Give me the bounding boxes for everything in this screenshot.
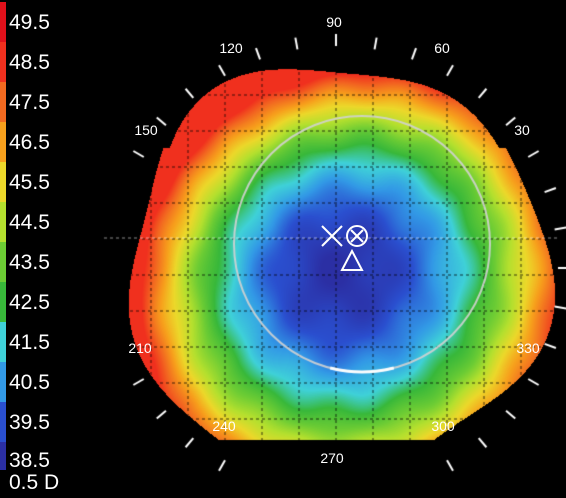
axis-label-150: 150 (134, 122, 158, 138)
scale-swatch (0, 42, 6, 82)
scale-label: 40.5 (6, 370, 69, 395)
scale-step-label: 0.5 D (6, 470, 60, 496)
scale-swatch (0, 282, 6, 322)
apex-triangle-icon (340, 248, 364, 271)
axis-label-210: 210 (128, 340, 152, 356)
scale-swatch (0, 242, 6, 282)
scale-label: 46.5 (6, 130, 69, 155)
axis-label-300: 300 (431, 418, 455, 434)
scale-label: 38.5 (6, 448, 69, 473)
scale-label: 49.5 (6, 10, 69, 35)
axis-label-120: 120 (219, 40, 243, 56)
x-marker-icon (321, 225, 343, 247)
scale-swatch (0, 402, 6, 442)
scale-swatch (0, 322, 6, 362)
axis-label-60: 60 (434, 40, 450, 56)
pupil-center-icon (346, 225, 368, 247)
axis-label-240: 240 (212, 418, 236, 434)
scale-swatch (0, 82, 6, 122)
scale-label: 42.5 (6, 290, 69, 315)
diopter-color-scale: 49.5 48.5 47.5 46.5 45.5 44.5 43.5 42.5 … (0, 0, 112, 498)
scale-swatch (0, 2, 6, 42)
scale-label: 39.5 (6, 410, 69, 435)
scale-label: 45.5 (6, 170, 69, 195)
scale-swatch (0, 122, 6, 162)
scale-label: 43.5 (6, 250, 69, 275)
axis-label-90: 90 (326, 14, 342, 30)
scale-label: 47.5 (6, 90, 69, 115)
scale-label: 44.5 (6, 210, 69, 235)
scale-swatch (0, 442, 6, 470)
scale-swatch (0, 162, 6, 202)
scale-label: 41.5 (6, 330, 69, 355)
scale-label: 48.5 (6, 50, 69, 75)
axis-label-330: 330 (516, 340, 540, 356)
axis-label-30: 30 (514, 122, 530, 138)
axis-label-270: 270 (320, 450, 344, 466)
scale-swatch (0, 202, 6, 242)
scale-swatch (0, 362, 6, 402)
